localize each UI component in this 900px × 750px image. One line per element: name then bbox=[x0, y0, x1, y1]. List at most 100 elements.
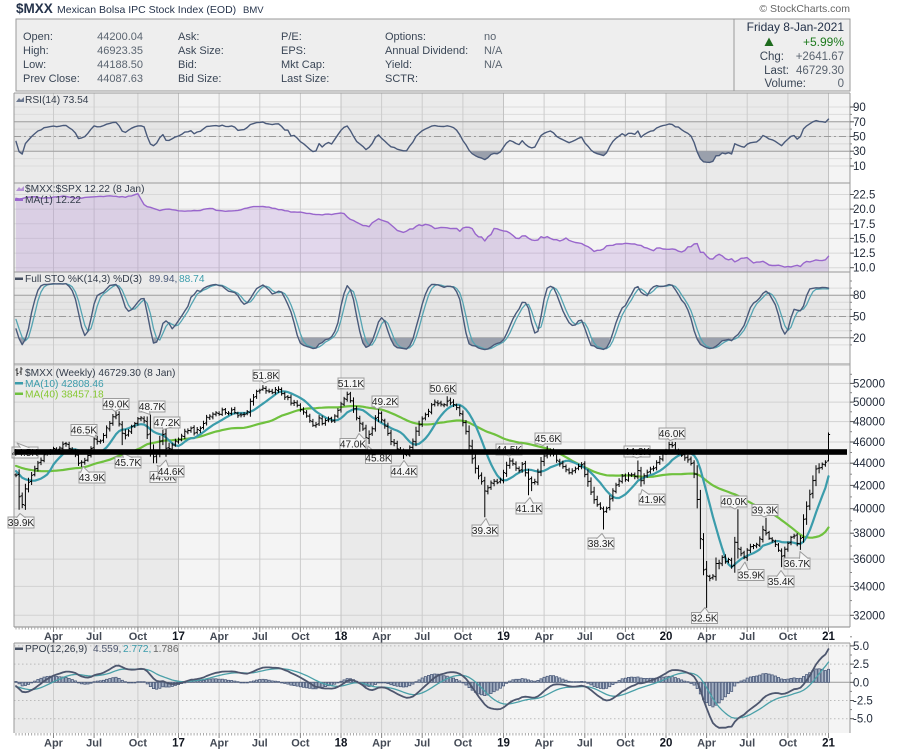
svg-text:P/E:: P/E: bbox=[281, 31, 302, 43]
svg-text:20: 20 bbox=[660, 631, 673, 643]
svg-text:17: 17 bbox=[172, 631, 185, 643]
svg-text:50000: 50000 bbox=[853, 397, 885, 409]
svg-text:39.9K: 39.9K bbox=[8, 518, 34, 529]
svg-text:Ask:: Ask: bbox=[178, 31, 199, 43]
svg-text:Open:: Open: bbox=[23, 31, 53, 43]
svg-text:17: 17 bbox=[172, 738, 185, 750]
svg-text:45.7K: 45.7K bbox=[115, 458, 141, 469]
svg-text:Oct: Oct bbox=[779, 631, 798, 643]
svg-text:41.9K: 41.9K bbox=[639, 495, 665, 506]
svg-text:20: 20 bbox=[853, 333, 866, 345]
svg-text:Jul: Jul bbox=[86, 738, 102, 750]
svg-text:18: 18 bbox=[335, 631, 348, 643]
svg-text:46.5K: 46.5K bbox=[71, 426, 97, 437]
svg-text:0.0: 0.0 bbox=[853, 677, 869, 689]
svg-text:Oct: Oct bbox=[129, 738, 148, 750]
svg-text:20: 20 bbox=[660, 738, 673, 750]
svg-text:Jul: Jul bbox=[252, 631, 268, 643]
svg-text:46729.30: 46729.30 bbox=[796, 65, 844, 77]
svg-text:BMV: BMV bbox=[243, 5, 264, 16]
svg-text:42000: 42000 bbox=[853, 480, 885, 492]
svg-text:PPO(12,26,9): PPO(12,26,9) bbox=[25, 644, 87, 655]
svg-text:46000: 46000 bbox=[853, 437, 885, 449]
svg-text:21: 21 bbox=[822, 738, 835, 750]
svg-text:Bid Size:: Bid Size: bbox=[178, 73, 221, 85]
svg-text:Jul: Jul bbox=[739, 738, 755, 750]
svg-text:MA(40) 38457.18: MA(40) 38457.18 bbox=[25, 390, 104, 401]
svg-text:N/A: N/A bbox=[484, 45, 503, 57]
svg-text:35.4K: 35.4K bbox=[768, 577, 794, 588]
svg-text:Chg:: Chg: bbox=[760, 51, 784, 63]
svg-text:Bid:: Bid: bbox=[178, 59, 197, 71]
svg-text:High:: High: bbox=[23, 45, 49, 57]
svg-text:Mkt Cap:: Mkt Cap: bbox=[281, 59, 325, 71]
svg-text:80: 80 bbox=[853, 290, 866, 302]
svg-text:48.7K: 48.7K bbox=[139, 402, 165, 413]
svg-text:Oct: Oct bbox=[454, 738, 473, 750]
svg-text:Friday 8-Jan-2021: Friday 8-Jan-2021 bbox=[747, 20, 845, 34]
svg-text:Mexican Bolsa IPC Stock Index: Mexican Bolsa IPC Stock Index (EOD) bbox=[57, 4, 236, 16]
svg-text:43.9K: 43.9K bbox=[79, 473, 105, 484]
svg-text:45.8K: 45.8K bbox=[365, 454, 391, 465]
svg-text:Ask Size:: Ask Size: bbox=[178, 45, 224, 57]
svg-text:50.6K: 50.6K bbox=[430, 384, 456, 395]
svg-text:Low:: Low: bbox=[23, 59, 46, 71]
svg-text:44000: 44000 bbox=[853, 458, 885, 470]
svg-text:4.559,: 4.559, bbox=[93, 644, 121, 655]
svg-text:Options:: Options: bbox=[385, 31, 426, 43]
svg-text:12.5: 12.5 bbox=[853, 248, 875, 260]
svg-text:52000: 52000 bbox=[853, 378, 885, 390]
svg-text:Jul: Jul bbox=[739, 631, 755, 643]
svg-text:44.4K: 44.4K bbox=[391, 467, 417, 478]
svg-text:no: no bbox=[484, 31, 496, 43]
svg-text:45.6K: 45.6K bbox=[535, 434, 561, 445]
svg-text:-5.0: -5.0 bbox=[853, 714, 873, 726]
svg-text:MA(1) 12.22: MA(1) 12.22 bbox=[25, 195, 81, 206]
svg-text:44.0K: 44.0K bbox=[150, 473, 176, 484]
svg-text:51.1K: 51.1K bbox=[338, 379, 364, 390]
svg-text:Apr: Apr bbox=[372, 738, 392, 750]
svg-text:48000: 48000 bbox=[853, 417, 885, 429]
svg-text:0: 0 bbox=[838, 78, 844, 90]
svg-text:Apr: Apr bbox=[535, 738, 555, 750]
svg-text:Oct: Oct bbox=[454, 631, 473, 643]
svg-text:39.3K: 39.3K bbox=[472, 526, 498, 537]
svg-text:47.2K: 47.2K bbox=[154, 418, 180, 429]
svg-text:38.3K: 38.3K bbox=[588, 539, 614, 550]
svg-text:Oct: Oct bbox=[291, 631, 310, 643]
svg-text:Apr: Apr bbox=[372, 631, 392, 643]
svg-text:44.6K: 44.6K bbox=[158, 467, 184, 478]
svg-text:22.5: 22.5 bbox=[853, 190, 875, 202]
svg-text:SCTR:: SCTR: bbox=[385, 73, 418, 85]
svg-text:Yield:: Yield: bbox=[385, 59, 412, 71]
svg-text:70: 70 bbox=[853, 117, 866, 129]
svg-text:50: 50 bbox=[853, 132, 866, 144]
svg-text:88.74: 88.74 bbox=[179, 274, 205, 285]
svg-text:Oct: Oct bbox=[616, 631, 635, 643]
svg-text:41.1K: 41.1K bbox=[516, 504, 542, 515]
svg-text:Jul: Jul bbox=[252, 738, 268, 750]
svg-text:EPS:: EPS: bbox=[281, 45, 306, 57]
svg-text:46923.35: 46923.35 bbox=[97, 45, 143, 57]
svg-text:49.0K: 49.0K bbox=[103, 400, 129, 411]
svg-text:Jul: Jul bbox=[414, 631, 430, 643]
svg-text:Apr: Apr bbox=[697, 631, 717, 643]
svg-text:$MXX (Weekly) 46729.30 (8 Jan): $MXX (Weekly) 46729.30 (8 Jan) bbox=[25, 368, 175, 379]
svg-text:15.0: 15.0 bbox=[853, 233, 875, 245]
svg-text:Last Size:: Last Size: bbox=[281, 73, 329, 85]
svg-text:50: 50 bbox=[853, 312, 866, 324]
svg-text:Apr: Apr bbox=[44, 631, 64, 643]
svg-text:47.0K: 47.0K bbox=[340, 440, 366, 451]
svg-text:34000: 34000 bbox=[853, 581, 885, 593]
svg-text:Oct: Oct bbox=[616, 738, 635, 750]
svg-text:17.5: 17.5 bbox=[853, 219, 875, 231]
svg-text:10.0: 10.0 bbox=[853, 263, 875, 275]
svg-text:2.772,: 2.772, bbox=[123, 644, 151, 655]
svg-text:40.0K: 40.0K bbox=[721, 497, 747, 508]
svg-text:-2.5: -2.5 bbox=[853, 696, 873, 708]
svg-text:38000: 38000 bbox=[853, 528, 885, 540]
svg-text:Prev Close:: Prev Close: bbox=[23, 73, 80, 85]
svg-text:46.0K: 46.0K bbox=[659, 429, 685, 440]
svg-text:39.3K: 39.3K bbox=[752, 506, 778, 517]
svg-text:49.2K: 49.2K bbox=[372, 397, 398, 408]
